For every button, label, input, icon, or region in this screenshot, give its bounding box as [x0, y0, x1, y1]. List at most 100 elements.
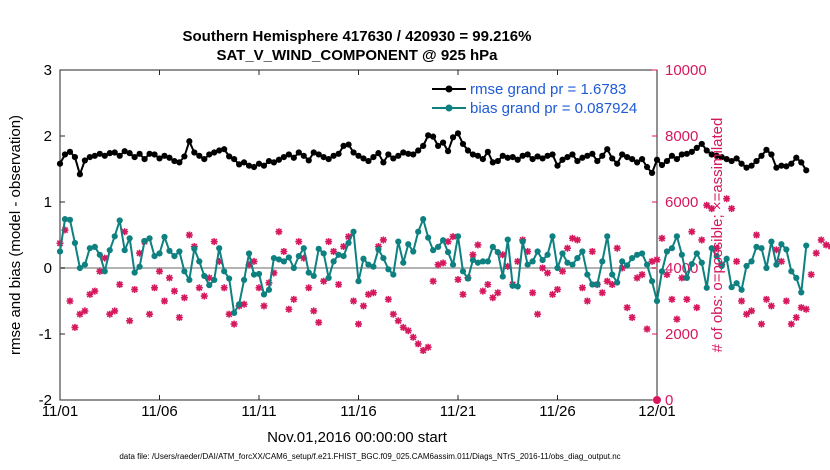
obs-count-point	[459, 290, 467, 298]
obs-count-point	[160, 297, 168, 305]
rmse-point	[619, 151, 626, 158]
bias-point	[574, 255, 581, 262]
obs-count-point	[350, 297, 358, 305]
rmse-point	[236, 161, 243, 168]
bias-point	[718, 262, 725, 270]
rmse-point	[111, 149, 118, 156]
obs-count-point	[514, 257, 522, 265]
bias-point	[295, 253, 302, 260]
obs-count-point	[479, 287, 487, 295]
obs-count-point	[340, 243, 348, 251]
obs-count-point	[335, 281, 343, 288]
rmse-point	[509, 154, 516, 161]
x-tick-label: 11/06	[141, 403, 177, 420]
rmse-point	[773, 164, 780, 171]
bias-point	[569, 261, 576, 268]
obs-count-point	[429, 277, 437, 285]
obs-count-point	[131, 285, 139, 293]
y-left-tick-label: -1	[39, 326, 52, 343]
bias-point	[743, 262, 750, 270]
obs-count-point	[255, 284, 263, 292]
rmse-point	[385, 151, 392, 158]
rmse-point	[474, 152, 481, 159]
rmse-point	[96, 150, 103, 157]
bias-point	[181, 268, 188, 275]
rmse-point	[549, 151, 556, 158]
obs-count-point	[146, 310, 154, 318]
bias-point	[708, 245, 715, 252]
rmse-point	[638, 156, 646, 163]
y-right-tick-label: 8000	[665, 128, 698, 145]
rmse-point	[275, 156, 282, 163]
obs-count-point	[419, 347, 427, 354]
bias-point	[236, 301, 243, 308]
bias-point	[564, 259, 571, 266]
rmse-point	[285, 151, 292, 158]
y-left-tick-label: 1	[44, 194, 52, 211]
obs-count-point	[449, 233, 457, 241]
rmse-point	[763, 146, 770, 153]
obs-count-point	[489, 294, 497, 302]
rmse-series	[56, 130, 810, 178]
bias-point	[310, 272, 317, 280]
obs-count-point	[753, 231, 760, 239]
bias-point	[176, 248, 183, 255]
obs-count-point	[399, 323, 407, 331]
obs-count-point	[772, 246, 780, 254]
rmse-point	[698, 140, 705, 148]
obs-count-point	[554, 285, 561, 293]
bias-point	[619, 258, 626, 265]
bias-point	[454, 233, 462, 240]
bias-point	[504, 236, 511, 243]
rmse-point	[116, 152, 123, 159]
obs-count-point	[345, 233, 353, 241]
rmse-point	[653, 156, 661, 163]
rmse-point	[390, 155, 397, 162]
obs-count-point	[693, 304, 701, 312]
rmse-point	[569, 151, 576, 158]
bias-point	[524, 261, 531, 268]
obs-count-point	[156, 267, 163, 275]
obs-count-point	[71, 323, 79, 331]
obs-count-point	[603, 277, 611, 285]
obs-count-point	[633, 274, 641, 282]
rmse-point	[693, 144, 700, 151]
obs-count-point	[613, 244, 621, 252]
rmse-point	[355, 152, 362, 159]
rmse-point	[61, 151, 69, 158]
obs-count-point	[76, 310, 84, 318]
rmse-point	[325, 156, 332, 163]
obs-count-point	[180, 294, 188, 302]
obs-count-point	[738, 297, 746, 305]
bias-point	[688, 260, 695, 268]
rmse-point	[136, 150, 143, 157]
x-tick-label: 11/01	[42, 403, 78, 420]
rmse-point	[728, 157, 735, 165]
obs-count-point	[558, 267, 566, 275]
legend-rmse-marker	[445, 85, 453, 93]
x-tick-label: 11/21	[440, 403, 476, 420]
y-axis-right-label: # of obs: o=possible; ×=assimilated	[709, 118, 726, 353]
obs-count-point	[539, 264, 547, 272]
rmse-point	[609, 155, 616, 162]
bias-point	[604, 233, 611, 240]
bias-point	[788, 268, 795, 275]
bias-point	[763, 264, 770, 272]
rmse-point	[270, 159, 278, 166]
bias-point	[713, 253, 720, 260]
obs-count-point	[101, 254, 109, 262]
bias-point	[260, 291, 268, 298]
rmse-point	[594, 157, 601, 165]
obs-count-point	[743, 310, 751, 318]
y-right-tick-label: 0	[665, 392, 673, 409]
obs-count-point	[549, 290, 557, 298]
bias-point	[245, 250, 253, 257]
bias-point	[768, 238, 775, 245]
obs-count-point	[802, 305, 810, 313]
y-left-tick-label: -2	[39, 392, 52, 409]
obs-count-point	[260, 302, 268, 310]
rmse-point	[534, 153, 541, 160]
rmse-point	[81, 157, 88, 164]
rmse-point	[400, 149, 407, 156]
bias-point	[275, 256, 282, 263]
